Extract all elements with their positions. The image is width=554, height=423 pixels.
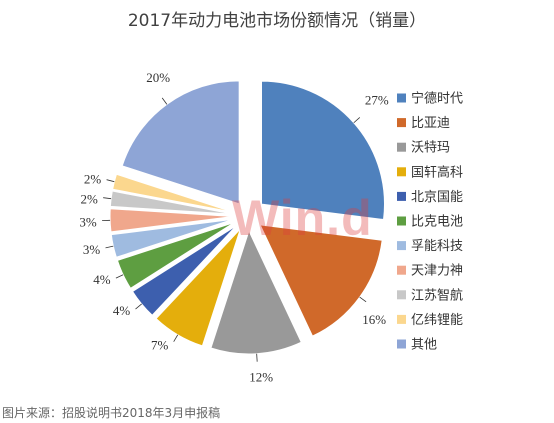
slice-label-8: 3% — [79, 215, 97, 230]
watermark: Win.d — [232, 190, 373, 246]
slice-label-1: 27% — [365, 92, 389, 107]
slice-label-2: 16% — [362, 312, 386, 327]
pie-slices — [109, 80, 385, 355]
leader-line-7 — [105, 245, 114, 249]
pie-slice-4 — [155, 228, 241, 347]
slice-label-10: 2% — [84, 172, 102, 187]
legend-label-9: 江苏智航 — [411, 287, 463, 303]
legend-label-6: 比克电池 — [411, 215, 463, 230]
legend-label-5: 北京国能 — [411, 190, 463, 205]
pie-slice-11 — [121, 80, 240, 205]
legend-label-2: 比亚迪 — [411, 116, 450, 131]
leader-line-5 — [135, 303, 142, 310]
leader-line-3 — [256, 353, 258, 362]
legend-label-1: 宁德时代 — [411, 91, 463, 107]
legend-swatch-6 — [397, 216, 406, 226]
leader-line-2 — [359, 296, 367, 303]
pie-slice-3 — [210, 229, 302, 355]
leader-line-11 — [161, 97, 168, 105]
slice-label-9: 2% — [80, 192, 98, 207]
slice-labels: 27% 16% 12% 7% 4% 4% 3% 3% 2% 2% 20% — [79, 70, 388, 385]
legend-label-11: 其他 — [411, 338, 437, 353]
leader-line-4 — [173, 334, 179, 342]
legend-label-10: 亿纬锂能 — [411, 313, 463, 328]
slice-label-5: 4% — [113, 303, 131, 318]
slice-label-11: 20% — [146, 70, 170, 85]
legend-swatch-1 — [397, 93, 406, 103]
legend-label-8: 天津力神 — [411, 264, 463, 279]
chart-title: 2017年动力电池市场份额情况（销量） — [127, 11, 427, 31]
leader-line-6 — [115, 274, 124, 279]
source-note: 图片来源：招股说明书2018年3月申报稿 — [2, 406, 221, 420]
pie-slice-6 — [116, 221, 235, 289]
legend-swatch-11 — [397, 339, 406, 349]
legend-swatch-5 — [397, 191, 406, 201]
slice-label-7: 3% — [83, 242, 101, 257]
leader-line-10 — [106, 179, 115, 183]
legend-swatch-3 — [397, 142, 406, 152]
slice-label-4: 7% — [151, 338, 169, 353]
slice-label-6: 4% — [93, 272, 111, 287]
legend-swatch-10 — [397, 314, 406, 324]
legend-swatch-9 — [397, 290, 406, 300]
pie-slice-1 — [261, 80, 385, 221]
legend-label-3: 沃特玛 — [411, 141, 450, 156]
legend-label-7: 孚能科技 — [411, 239, 463, 254]
legend-swatch-7 — [397, 241, 406, 251]
legend-swatch-4 — [397, 167, 406, 177]
legend-swatch-2 — [397, 118, 406, 128]
leader-lines — [102, 97, 367, 362]
leader-line-1 — [353, 117, 361, 124]
leader-line-9 — [103, 197, 112, 200]
legend-label-4: 国轩高科 — [411, 164, 463, 180]
slice-label-3: 12% — [249, 370, 273, 385]
pie-slice-7 — [110, 218, 234, 258]
legend-swatch-8 — [397, 265, 406, 275]
